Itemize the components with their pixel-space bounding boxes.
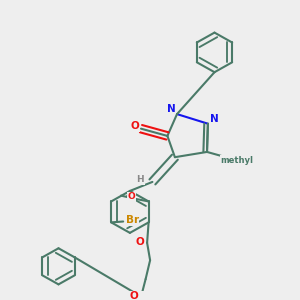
Text: Br: Br <box>126 215 139 225</box>
Text: O: O <box>129 291 138 300</box>
Text: N: N <box>167 104 176 114</box>
Text: H: H <box>136 175 144 184</box>
Text: O: O <box>127 192 135 201</box>
Text: O: O <box>130 121 140 131</box>
Text: O: O <box>135 237 144 247</box>
Text: methyl: methyl <box>220 156 254 165</box>
Text: N: N <box>209 114 218 124</box>
